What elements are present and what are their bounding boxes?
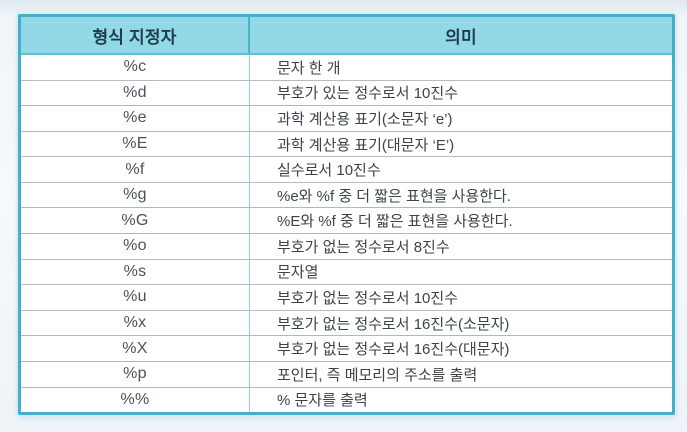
table-row: %x 부호가 없는 정수로서 16진수(소문자) (21, 310, 672, 337)
format-specifier-cell: %E (21, 131, 250, 157)
column-header-meaning: 의미 (445, 27, 477, 47)
format-specifier-cell: %x (21, 310, 250, 336)
table-row: %e 과학 계산용 표기(소문자 ‘e’) (21, 106, 672, 132)
table-row: %d 부호가 있는 정수로서 10진수 (21, 80, 672, 107)
table-row: %p 포인터, 즉 메모리의 주소를 출력 (21, 361, 672, 388)
table-row: %% % 문자를 출력 (21, 387, 672, 413)
meaning-cell: %e와 %f 중 더 짧은 표현을 사용한다. (277, 187, 511, 205)
format-specifier-cell: %% (21, 387, 250, 413)
meaning-cell: 실수로서 10진수 (277, 162, 381, 180)
meaning-cell: 부호가 있는 정수로서 10진수 (277, 85, 458, 103)
table-row: %E 과학 계산용 표기(대문자 ‘E’) (21, 131, 672, 158)
column-header-format-specifier: 형식 지정자 (21, 17, 250, 53)
format-specifier-cell: %g (21, 182, 250, 208)
meaning-cell: 포인터, 즉 메모리의 주소를 출력 (277, 366, 478, 384)
format-specifier-cell: %c (21, 55, 250, 80)
format-specifier-cell: %p (21, 361, 250, 387)
meaning-cell: %E와 %f 중 더 짧은 표현을 사용한다. (277, 213, 513, 231)
table-row: %g %e와 %f 중 더 짧은 표현을 사용한다. (21, 182, 672, 209)
table-row: %f 실수로서 10진수 (21, 157, 672, 183)
format-specifier-cell: %s (21, 259, 250, 285)
meaning-cell: 문자 한 개 (277, 59, 341, 77)
table-row: %G %E와 %f 중 더 짧은 표현을 사용한다. (21, 208, 672, 235)
meaning-cell: % 문자를 출력 (277, 392, 368, 410)
format-specifier-cell: %e (21, 106, 250, 131)
format-specifier-table: 형식 지정자 의미 %c 문자 한 개 %d 부호가 있는 정수로서 10진수 %e 과학… (18, 14, 675, 415)
table-row: %c 문자 한 개 (21, 55, 672, 81)
format-specifier-cell: %G (21, 208, 250, 234)
meaning-cell: 부호가 없는 정수로서 10진수 (277, 289, 458, 307)
table-row: %u 부호가 없는 정수로서 10진수 (21, 285, 672, 311)
table-row: %s 문자열 (21, 259, 672, 286)
table-row: %o 부호가 없는 정수로서 8진수 (21, 234, 672, 260)
format-specifier-cell: %X (21, 336, 250, 361)
meaning-cell: 문자열 (277, 264, 319, 282)
meaning-cell: 부호가 없는 정수로서 16진수(대문자) (277, 341, 510, 359)
table-header-row: 형식 지정자 의미 (21, 17, 672, 55)
format-specifier-cell: %o (21, 234, 250, 259)
format-specifier-cell: %u (21, 285, 250, 310)
meaning-cell: 과학 계산용 표기(소문자 ‘e’) (277, 110, 453, 128)
meaning-cell: 과학 계산용 표기(대문자 ‘E’) (277, 136, 455, 154)
table-row: %X 부호가 없는 정수로서 16진수(대문자) (21, 336, 672, 362)
table-body: %c 문자 한 개 %d 부호가 있는 정수로서 10진수 %e 과학 계산용 표기(소문… (21, 55, 672, 413)
meaning-cell: 부호가 없는 정수로서 16진수(소문자) (277, 315, 510, 333)
meaning-cell: 부호가 없는 정수로서 8진수 (277, 238, 450, 256)
format-specifier-cell: %d (21, 80, 250, 106)
format-specifier-cell: %f (21, 157, 250, 182)
